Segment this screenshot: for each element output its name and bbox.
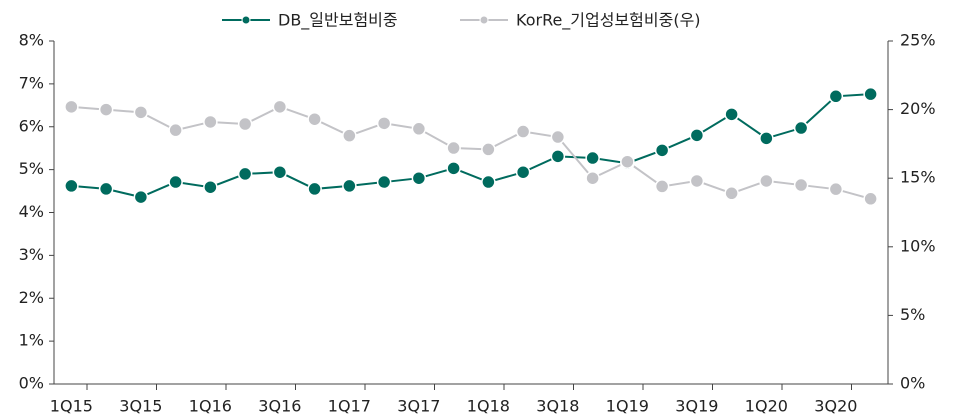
point [168,174,183,190]
x-tick-label: 1Q16 [189,397,232,416]
y2-tick-label: 0% [900,374,925,393]
legend-marker [479,15,489,25]
y-tick-label: 8% [19,31,44,50]
point [98,102,114,117]
y-tick-label: 1% [19,331,44,350]
point [793,120,809,136]
y2-tick-label: 20% [900,99,936,118]
point [515,164,531,180]
legend-label: DB_일반보험비중 [278,11,398,31]
point [828,89,844,104]
point [863,191,878,207]
point [550,129,566,145]
y-tick-label: 6% [19,116,44,135]
point [481,142,496,157]
x-tick-label: 1Q15 [50,397,93,416]
point [515,124,531,139]
point [307,111,322,127]
y-tick-label: 2% [19,288,44,307]
point [272,164,288,180]
y-tick-label: 3% [19,245,44,264]
point [376,174,392,190]
x-tick-label: 1Q18 [467,397,510,416]
point [585,170,600,186]
point [307,181,322,197]
x-tick-label: 3Q18 [536,397,579,416]
point [654,143,670,158]
point [237,166,253,182]
y-tick-label: 0% [19,374,44,393]
y2-tick-label: 5% [900,305,925,324]
point [342,178,357,194]
point [724,186,739,201]
point [133,189,149,205]
x-tick-label: 3Q15 [119,397,162,416]
legend-label: KorRe_기업성보험비중(우) [516,11,701,31]
point [203,114,218,130]
point [411,170,427,186]
point [168,122,183,138]
point [376,116,392,131]
point [793,177,809,193]
point [620,154,635,169]
point [411,121,427,137]
x-tick-label: 3Q16 [258,397,301,416]
x-tick-label: 1Q17 [328,397,371,416]
point [585,150,600,166]
x-tick-label: 1Q19 [606,397,649,416]
x-tick-label: 3Q20 [814,397,857,416]
point [759,173,774,189]
y-tick-label: 7% [19,73,44,92]
point [689,128,705,143]
legend-marker [241,15,251,25]
point [446,161,461,176]
y-tick-label: 4% [19,202,44,221]
point [724,107,739,122]
y2-tick-label: 25% [900,31,936,50]
x-tick-label: 3Q19 [675,397,718,416]
point [446,140,461,156]
point [98,181,114,197]
y2-tick-label: 15% [900,168,936,187]
series-line [71,93,871,199]
point [203,179,218,195]
y2-tick-label: 10% [900,236,936,255]
point [689,173,705,189]
point [654,179,670,194]
point [64,99,79,115]
point [759,131,774,146]
point [272,99,288,115]
point [133,105,149,120]
point [481,174,496,190]
point [64,178,79,194]
point [237,116,253,132]
x-tick-label: 3Q17 [397,397,440,416]
x-tick-label: 1Q20 [745,397,788,416]
point [550,149,566,164]
point [828,181,844,197]
point [342,128,357,143]
point [863,86,878,102]
y-tick-label: 5% [19,159,44,178]
